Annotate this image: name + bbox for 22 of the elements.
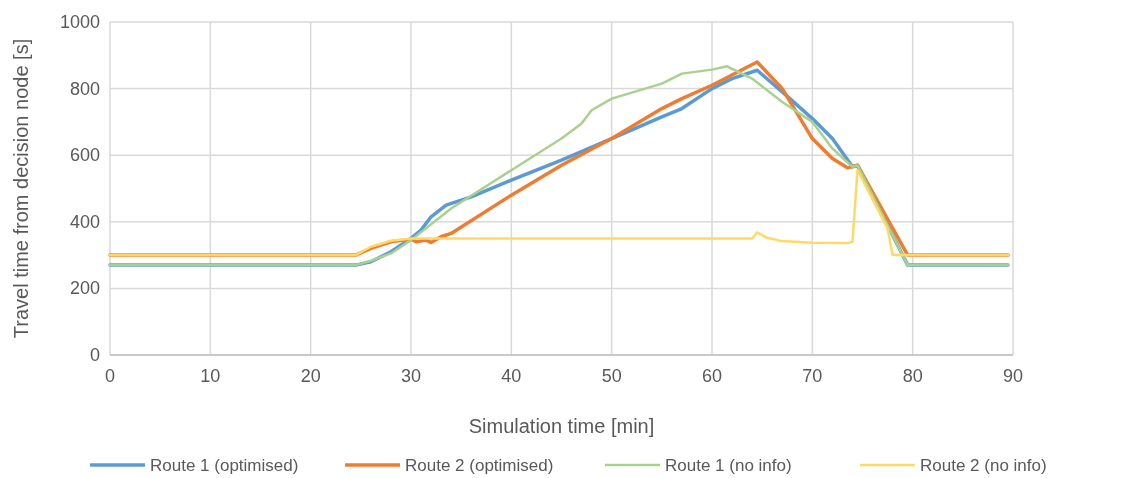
- x-tick-label: 90: [1002, 366, 1024, 386]
- y-tick-label: 200: [69, 278, 100, 299]
- x-tick-label: 50: [601, 366, 622, 386]
- legend-label: Route 2 (no info): [920, 456, 1047, 475]
- x-tick-label: 30: [400, 366, 422, 386]
- x-axis-title: Simulation time [min]: [468, 415, 655, 437]
- y-tick-label: 400: [69, 211, 100, 232]
- x-tick-label: 10: [200, 366, 221, 386]
- x-tick-label: 70: [802, 366, 823, 386]
- x-tick-label: 40: [501, 366, 522, 386]
- legend-label: Route 1 (optimised): [150, 456, 299, 475]
- y-tick-label: 800: [69, 78, 100, 99]
- y-tick-label: 0: [89, 345, 100, 365]
- x-tick-label: 60: [701, 366, 723, 386]
- y-axis-title: Travel time from decision node [s]: [10, 38, 32, 339]
- x-tick-label: 0: [104, 366, 116, 386]
- y-tick-label: 600: [69, 145, 100, 166]
- x-tick-label: 20: [300, 366, 321, 386]
- legend-label: Route 1 (no info): [665, 456, 792, 475]
- legend-label: Route 2 (optimised): [405, 456, 554, 475]
- y-tick-label: 1000: [59, 12, 100, 32]
- x-tick-label: 80: [902, 366, 923, 386]
